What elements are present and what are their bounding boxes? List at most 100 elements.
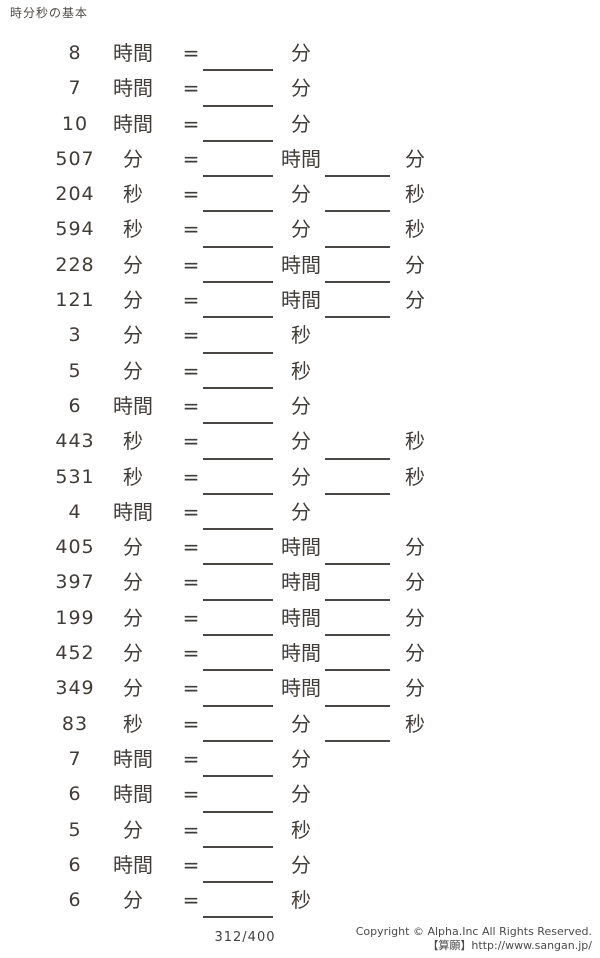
answer-unit-1: 時間 bbox=[281, 570, 321, 595]
answer-unit-1: 時間 bbox=[281, 535, 321, 560]
answer-unit-2: 分 bbox=[405, 605, 425, 630]
problem-value: 7 bbox=[68, 77, 82, 100]
answer-blank-1 bbox=[203, 351, 273, 354]
problem-unit: 秒 bbox=[123, 711, 143, 736]
problem-value: 3 bbox=[68, 324, 82, 347]
problem-row: 397 分 = 時間 分 bbox=[0, 565, 600, 601]
equals-sign: = bbox=[182, 535, 200, 560]
problem-row: 3 分 = 秒 bbox=[0, 318, 600, 354]
answer-blank-1 bbox=[203, 810, 273, 813]
problem-unit: 秒 bbox=[123, 464, 143, 489]
problem-row: 204 秒 = 分 秒 bbox=[0, 177, 600, 213]
problem-row: 6 分 = 秒 bbox=[0, 883, 600, 919]
problem-value: 83 bbox=[61, 712, 89, 735]
equals-sign: = bbox=[182, 288, 200, 313]
problem-unit: 時間 bbox=[113, 41, 153, 65]
answer-unit-1: 分 bbox=[291, 746, 311, 771]
answer-unit-1: 分 bbox=[291, 76, 311, 101]
problem-unit: 分 bbox=[123, 146, 143, 171]
answer-unit-1: 時間 bbox=[281, 641, 321, 666]
problem-unit: 時間 bbox=[113, 499, 153, 524]
problem-value: 443 bbox=[55, 430, 95, 453]
problem-row: 228 分 = 時間 分 bbox=[0, 248, 600, 284]
problem-row: 5 分 = 秒 bbox=[0, 354, 600, 389]
problem-value: 5 bbox=[68, 359, 82, 382]
problem-value: 531 bbox=[55, 465, 95, 488]
problem-unit: 分 bbox=[123, 641, 143, 666]
problem-value: 6 bbox=[68, 394, 82, 417]
answer-blank-1 bbox=[203, 598, 273, 601]
problem-row: 6 時間 = 分 bbox=[0, 777, 600, 813]
problem-unit: 分 bbox=[123, 888, 143, 913]
problem-value: 452 bbox=[55, 642, 95, 665]
answer-blank-1 bbox=[203, 139, 273, 142]
equals-sign: = bbox=[182, 429, 200, 454]
answer-unit-1: 分 bbox=[291, 499, 311, 524]
answer-blank-2 bbox=[325, 245, 390, 248]
answer-blank-1 bbox=[203, 563, 273, 566]
problem-row: 121 分 = 時間 分 bbox=[0, 283, 600, 319]
equals-sign: = bbox=[182, 888, 200, 913]
equals-sign: = bbox=[182, 852, 200, 877]
problem-row: 531 秒 = 分 秒 bbox=[0, 460, 600, 495]
equals-sign: = bbox=[182, 182, 200, 207]
answer-unit-1: 分 bbox=[291, 464, 311, 489]
answer-unit-2: 秒 bbox=[405, 711, 425, 736]
problem-value: 507 bbox=[55, 147, 95, 170]
problem-unit: 秒 bbox=[123, 217, 143, 242]
answer-unit-1: 分 bbox=[291, 852, 311, 877]
answer-unit-1: 分 bbox=[291, 782, 311, 807]
answer-blank-1 bbox=[203, 104, 273, 107]
problem-value: 349 bbox=[55, 677, 95, 700]
answer-unit-2: 分 bbox=[405, 676, 425, 701]
answer-unit-2: 分 bbox=[405, 252, 425, 277]
equals-sign: = bbox=[182, 358, 200, 383]
answer-unit-1: 秒 bbox=[291, 358, 311, 383]
answer-unit-1: 時間 bbox=[281, 146, 321, 171]
answer-blank-2 bbox=[325, 739, 390, 742]
problem-row: 10 時間 = 分 bbox=[0, 107, 600, 142]
answer-unit-2: 分 bbox=[405, 570, 425, 595]
answer-unit-1: 秒 bbox=[291, 888, 311, 913]
copyright-line-2: 【算願】http://www.sangan.jp/ bbox=[427, 938, 592, 952]
problem-value: 5 bbox=[68, 818, 82, 841]
problem-row: 443 秒 = 分 秒 bbox=[0, 424, 600, 460]
problem-row: 405 分 = 時間 分 bbox=[0, 530, 600, 566]
answer-unit-1: 秒 bbox=[291, 323, 311, 348]
problem-value: 594 bbox=[55, 218, 95, 241]
problem-row: 5 分 = 秒 bbox=[0, 813, 600, 848]
problem-unit: 分 bbox=[123, 358, 143, 383]
equals-sign: = bbox=[182, 393, 200, 418]
answer-blank-2 bbox=[325, 634, 390, 637]
problem-value: 121 bbox=[55, 289, 95, 312]
problem-row: 6 時間 = 分 bbox=[0, 389, 600, 425]
page-number: 312/400 bbox=[214, 930, 276, 945]
problem-row: 507 分 = 時間 分 bbox=[0, 142, 600, 178]
answer-unit-1: 分 bbox=[291, 429, 311, 454]
copyright: Copyright © Alpha.Inc All Rights Reserve… bbox=[356, 925, 592, 952]
answer-blank-2 bbox=[325, 175, 390, 178]
equals-sign: = bbox=[182, 676, 200, 701]
equals-sign: = bbox=[182, 711, 200, 736]
answer-unit-1: 分 bbox=[291, 393, 311, 418]
equals-sign: = bbox=[182, 76, 200, 101]
answer-blank-1 bbox=[203, 704, 273, 707]
answer-blank-1 bbox=[203, 281, 273, 284]
answer-blank-1 bbox=[203, 916, 273, 919]
answer-unit-1: 時間 bbox=[281, 252, 321, 277]
problem-row: 83 秒 = 分 秒 bbox=[0, 707, 600, 742]
problem-row: 349 分 = 時間 分 bbox=[0, 671, 600, 707]
answer-unit-2: 分 bbox=[405, 641, 425, 666]
problem-unit: 秒 bbox=[123, 429, 143, 454]
answer-blank-1 bbox=[203, 175, 273, 178]
answer-blank-2 bbox=[325, 316, 390, 319]
equals-sign: = bbox=[182, 782, 200, 807]
problem-unit: 分 bbox=[123, 288, 143, 313]
answer-unit-1: 分 bbox=[291, 182, 311, 207]
answer-unit-2: 秒 bbox=[405, 429, 425, 454]
problem-unit: 時間 bbox=[113, 852, 153, 877]
problem-value: 6 bbox=[68, 853, 82, 876]
problem-row: 4 時間 = 分 bbox=[0, 495, 600, 531]
equals-sign: = bbox=[182, 464, 200, 489]
problem-value: 6 bbox=[68, 783, 82, 806]
